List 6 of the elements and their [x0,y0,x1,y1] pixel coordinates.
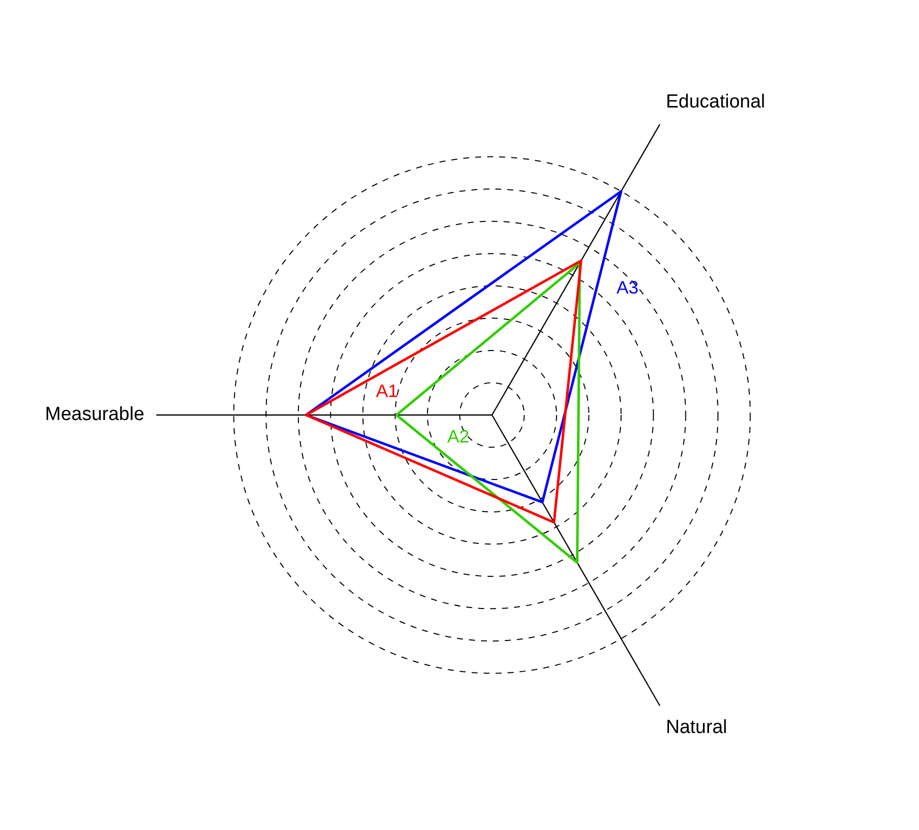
series-label: A3 [616,278,639,298]
series-label: A2 [447,426,470,446]
spoke-label: Measurable [44,404,144,426]
spoke-label: Natural [666,716,728,738]
spoke-label: Educational [666,92,766,113]
series-label: A1 [376,380,398,401]
